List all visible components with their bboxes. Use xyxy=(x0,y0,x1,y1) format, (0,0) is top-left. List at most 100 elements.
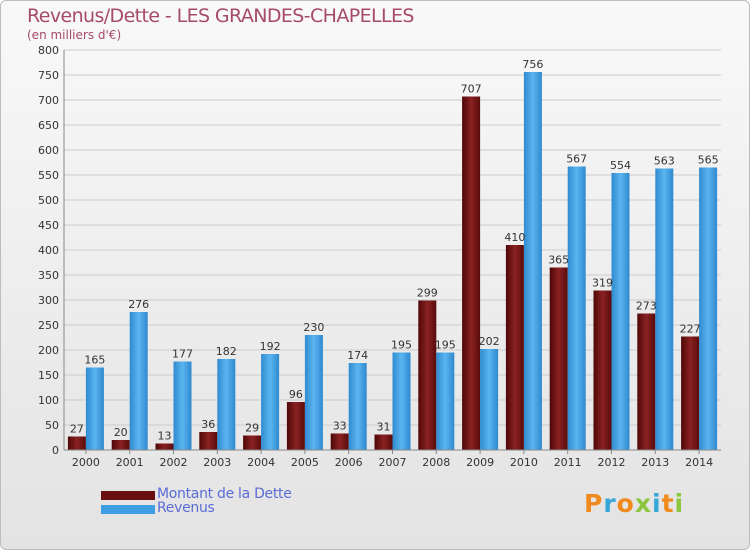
data-label: 202 xyxy=(479,335,500,348)
bar-revenus xyxy=(261,354,280,450)
x-tick-label: 2012 xyxy=(598,456,626,469)
data-label: 174 xyxy=(347,349,368,362)
data-label: 182 xyxy=(216,345,237,358)
y-tick-label: 600 xyxy=(38,144,59,157)
y-tick-label: 350 xyxy=(38,269,59,282)
y-tick-label: 0 xyxy=(52,444,59,457)
y-tick-label: 550 xyxy=(38,169,59,182)
data-label: 410 xyxy=(504,231,525,244)
data-label: 20 xyxy=(114,426,128,439)
x-tick-label: 2010 xyxy=(510,456,538,469)
axis-layer: 0 50 100 150 200 250 300 350 400 450 500 550 600 650 7… xyxy=(38,44,721,469)
data-label: 29 xyxy=(245,422,259,435)
bar-debt xyxy=(243,435,262,450)
chart-title: Revenus/Dette - LES GRANDES-CHAPELLES xyxy=(27,5,414,27)
data-label: 756 xyxy=(522,58,543,71)
y-tick-label: 100 xyxy=(38,394,59,407)
data-label: 192 xyxy=(260,340,281,353)
chart-subtitle: (en milliers d'€) xyxy=(27,28,122,42)
bar-debt xyxy=(462,96,481,450)
bar-revenus xyxy=(567,166,586,450)
x-tick-label: 2013 xyxy=(641,456,669,469)
labels-layer: 27 165 20 276 13 177 36 182 29 192 96 230 33 174 31 195… xyxy=(70,58,719,443)
x-tick-label: 2006 xyxy=(335,456,363,469)
bars-layer xyxy=(67,72,718,450)
y-tick-label: 150 xyxy=(38,369,59,382)
bar-revenus xyxy=(392,352,411,450)
x-tick-label: 2004 xyxy=(247,456,275,469)
x-tick-label: 2000 xyxy=(72,456,100,469)
x-tick-label: 2009 xyxy=(466,456,494,469)
data-label: 273 xyxy=(636,300,657,313)
data-label: 554 xyxy=(610,159,631,172)
y-tick-label: 750 xyxy=(38,69,59,82)
y-tick-label: 650 xyxy=(38,119,59,132)
x-tick-label: 2005 xyxy=(291,456,319,469)
legend-label-revenus: Revenus xyxy=(157,500,215,516)
bar-revenus xyxy=(217,359,236,450)
data-label: 230 xyxy=(303,321,324,334)
data-label: 36 xyxy=(201,418,215,431)
y-tick-label: 500 xyxy=(38,194,59,207)
y-tick-label: 700 xyxy=(38,94,59,107)
bar-revenus xyxy=(655,168,674,450)
data-label: 27 xyxy=(70,423,84,436)
bar-debt xyxy=(374,434,393,450)
bar-debt xyxy=(286,402,305,450)
data-label: 96 xyxy=(289,388,303,401)
data-label: 707 xyxy=(461,83,482,96)
x-tick-label: 2014 xyxy=(685,456,713,469)
x-tick-label: 2003 xyxy=(203,456,231,469)
x-tick-label: 2011 xyxy=(554,456,582,469)
x-tick-label: 2008 xyxy=(422,456,450,469)
bar-debt xyxy=(505,245,524,450)
data-label: 195 xyxy=(435,339,456,352)
data-label: 565 xyxy=(698,154,719,167)
bar-debt xyxy=(199,432,218,450)
data-label: 195 xyxy=(391,339,412,352)
bar-debt xyxy=(67,436,86,450)
bar-revenus xyxy=(480,349,499,450)
legend-swatch-revenus xyxy=(101,505,155,514)
data-label: 319 xyxy=(592,277,613,290)
data-label: 567 xyxy=(566,153,587,166)
y-tick-label: 250 xyxy=(38,319,59,332)
legend-label-debt: Montant de la Dette xyxy=(157,486,292,502)
data-label: 165 xyxy=(84,354,105,367)
x-tick-label: 2002 xyxy=(160,456,188,469)
y-tick-label: 800 xyxy=(38,44,59,57)
bar-debt xyxy=(330,433,349,450)
data-label: 33 xyxy=(333,420,347,433)
proxiti-logo: Proxiti xyxy=(584,489,685,518)
data-label: 299 xyxy=(417,287,438,300)
bar-revenus xyxy=(523,72,542,450)
bar-revenus xyxy=(436,352,455,450)
data-label: 177 xyxy=(172,348,193,361)
data-label: 227 xyxy=(680,323,701,336)
bar-debt xyxy=(637,313,656,450)
bar-revenus xyxy=(348,363,367,450)
data-label: 276 xyxy=(128,298,149,311)
y-tick-label: 300 xyxy=(38,294,59,307)
x-tick-label: 2001 xyxy=(116,456,144,469)
bar-debt xyxy=(681,336,700,450)
x-tick-label: 2007 xyxy=(379,456,407,469)
data-label: 563 xyxy=(654,155,675,168)
y-tick-label: 450 xyxy=(38,219,59,232)
bar-revenus xyxy=(173,361,192,450)
bar-debt xyxy=(155,443,174,450)
y-tick-label: 50 xyxy=(45,419,59,432)
legend-swatch-debt xyxy=(101,491,155,500)
bar-revenus xyxy=(611,173,630,450)
bar-debt xyxy=(549,267,568,450)
y-tick-label: 200 xyxy=(38,344,59,357)
bar-debt xyxy=(593,290,612,450)
bar-revenus xyxy=(699,167,718,450)
bar-debt xyxy=(418,300,437,450)
bar-debt xyxy=(111,440,130,450)
bar-revenus xyxy=(129,312,148,450)
data-label: 13 xyxy=(158,430,172,443)
data-label: 31 xyxy=(377,421,391,434)
